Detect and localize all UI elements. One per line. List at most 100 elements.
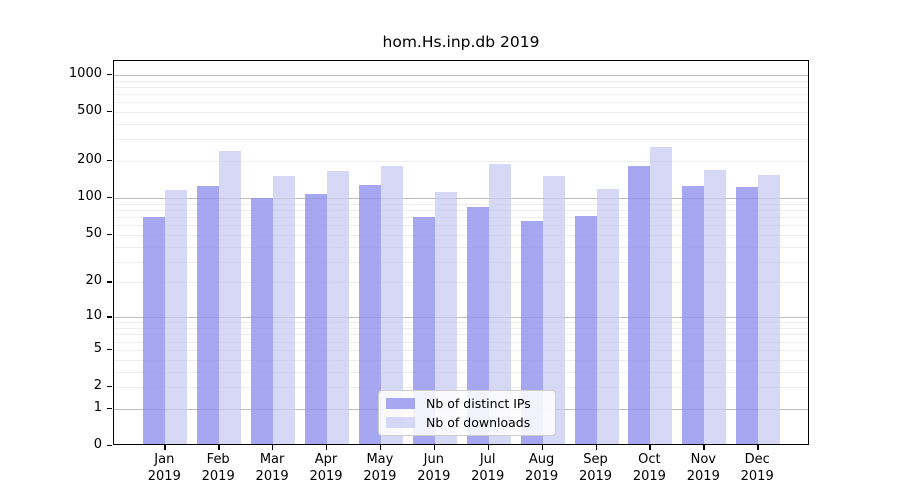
gridline-minor bbox=[114, 112, 808, 113]
y-tick bbox=[107, 316, 112, 318]
y-tick-label: 20 bbox=[85, 273, 102, 289]
gridline-minor bbox=[114, 334, 808, 336]
bar-ips-sep bbox=[574, 215, 597, 444]
bar-ips-jul bbox=[466, 206, 489, 444]
bar-downloads-oct bbox=[650, 146, 673, 444]
x-tick bbox=[703, 445, 705, 450]
x-label-month: Mar bbox=[259, 452, 285, 467]
gridline-minor bbox=[114, 328, 808, 329]
y-tick-label: 1 bbox=[93, 399, 102, 415]
legend-entry-downloads: Nb of downloads bbox=[386, 415, 531, 430]
y-tick bbox=[107, 111, 112, 113]
gridline-minor bbox=[114, 261, 808, 263]
x-tick-label: Nov 2019 bbox=[671, 452, 735, 485]
x-label-year: 2019 bbox=[686, 468, 720, 484]
y-tick bbox=[107, 73, 112, 76]
x-tick bbox=[218, 445, 220, 450]
x-tick-label: Dec 2019 bbox=[725, 452, 789, 485]
gridline-minor bbox=[114, 139, 808, 141]
x-tick-label: Jan 2019 bbox=[132, 452, 196, 485]
bar-downloads-feb bbox=[219, 151, 242, 444]
bar-downloads-apr bbox=[327, 170, 349, 444]
x-tick-label: Feb 2019 bbox=[186, 452, 250, 485]
gridline-minor bbox=[114, 102, 808, 104]
y-tick-label: 200 bbox=[77, 152, 102, 168]
bar-downloads-mar bbox=[273, 175, 296, 444]
x-label-month: Jul bbox=[479, 452, 496, 467]
x-tick bbox=[379, 445, 382, 450]
x-tick-label: Sep 2019 bbox=[564, 452, 628, 485]
bar-downloads-dec bbox=[758, 174, 781, 444]
x-label-month: Aug bbox=[528, 452, 555, 467]
y-tick bbox=[107, 233, 112, 236]
gridline-minor bbox=[114, 86, 808, 88]
x-tick bbox=[272, 445, 274, 450]
bar-downloads-sep bbox=[596, 189, 619, 444]
y-tick bbox=[107, 445, 112, 447]
chart-title: hom.Hs.inp.db 2019 bbox=[382, 33, 540, 51]
gridline-minor bbox=[114, 161, 808, 163]
gridline-major bbox=[114, 198, 808, 200]
bar-downloads-nov bbox=[704, 169, 727, 444]
x-label-year: 2019 bbox=[632, 468, 666, 484]
x-tick bbox=[164, 445, 166, 450]
x-tick bbox=[433, 445, 436, 450]
gridline-minor bbox=[114, 371, 808, 373]
gridline-minor bbox=[114, 124, 808, 125]
x-tick bbox=[595, 445, 597, 450]
y-tick bbox=[107, 281, 112, 283]
x-label-month: Oct bbox=[638, 452, 661, 467]
gridline-major bbox=[114, 74, 808, 76]
gridline-minor bbox=[114, 349, 808, 351]
x-label-month: Apr bbox=[314, 452, 338, 467]
y-tick-label: 1000 bbox=[68, 65, 102, 81]
bar-ips-feb bbox=[197, 186, 220, 444]
y-tick bbox=[107, 197, 112, 199]
x-tick bbox=[541, 445, 543, 450]
legend-label-downloads: Nb of downloads bbox=[426, 415, 531, 430]
x-label-month: May bbox=[366, 452, 394, 467]
y-tick-label: 5 bbox=[93, 340, 102, 356]
gridline-minor bbox=[114, 94, 808, 95]
x-label-year: 2019 bbox=[525, 468, 559, 484]
x-label-month: Feb bbox=[206, 452, 230, 467]
x-label-year: 2019 bbox=[578, 468, 613, 484]
gridline-minor bbox=[114, 282, 808, 284]
x-label-year: 2019 bbox=[201, 468, 235, 484]
gridline-minor bbox=[114, 217, 808, 218]
y-tick-label: 2 bbox=[93, 378, 102, 393]
y-tick bbox=[107, 160, 112, 162]
x-label-month: Sep bbox=[583, 452, 608, 467]
legend-swatch-downloads bbox=[386, 417, 415, 428]
bar-ips-may bbox=[358, 185, 381, 444]
x-label-year: 2019 bbox=[417, 468, 451, 484]
y-tick bbox=[107, 348, 112, 351]
bar-downloads-may bbox=[380, 166, 403, 444]
bar-ips-oct bbox=[628, 165, 651, 444]
bar-ips-apr bbox=[305, 194, 327, 444]
x-tick-label: Apr 2019 bbox=[294, 452, 358, 485]
legend-swatch-distinct-ips bbox=[386, 398, 415, 409]
y-tick bbox=[107, 407, 112, 410]
bar-ips-nov bbox=[682, 185, 705, 444]
bar-ips-dec bbox=[736, 186, 759, 444]
x-label-month: Nov bbox=[690, 452, 716, 467]
x-label-year: 2019 bbox=[255, 468, 289, 484]
bar-downloads-aug bbox=[542, 176, 565, 444]
bar-ips-jun bbox=[412, 217, 435, 444]
bar-ips-aug bbox=[520, 221, 543, 444]
bar-downloads-jan bbox=[165, 190, 188, 444]
gridline-minor bbox=[114, 80, 808, 82]
gridline-minor bbox=[114, 387, 808, 388]
legend-entry-distinct-ips: Nb of distinct IPs bbox=[386, 396, 531, 411]
x-tick bbox=[487, 445, 490, 450]
gridline-minor bbox=[114, 209, 808, 211]
y-tick-label: 0 bbox=[93, 437, 102, 452]
legend-label-distinct-ips: Nb of distinct IPs bbox=[426, 396, 531, 411]
y-tick bbox=[107, 386, 112, 388]
gridline-minor bbox=[114, 322, 808, 324]
y-tick-label: 50 bbox=[85, 225, 102, 241]
x-tick-label: Aug 2019 bbox=[510, 452, 574, 485]
plot-area bbox=[113, 60, 809, 445]
x-tick-label: Jun 2019 bbox=[402, 452, 466, 485]
